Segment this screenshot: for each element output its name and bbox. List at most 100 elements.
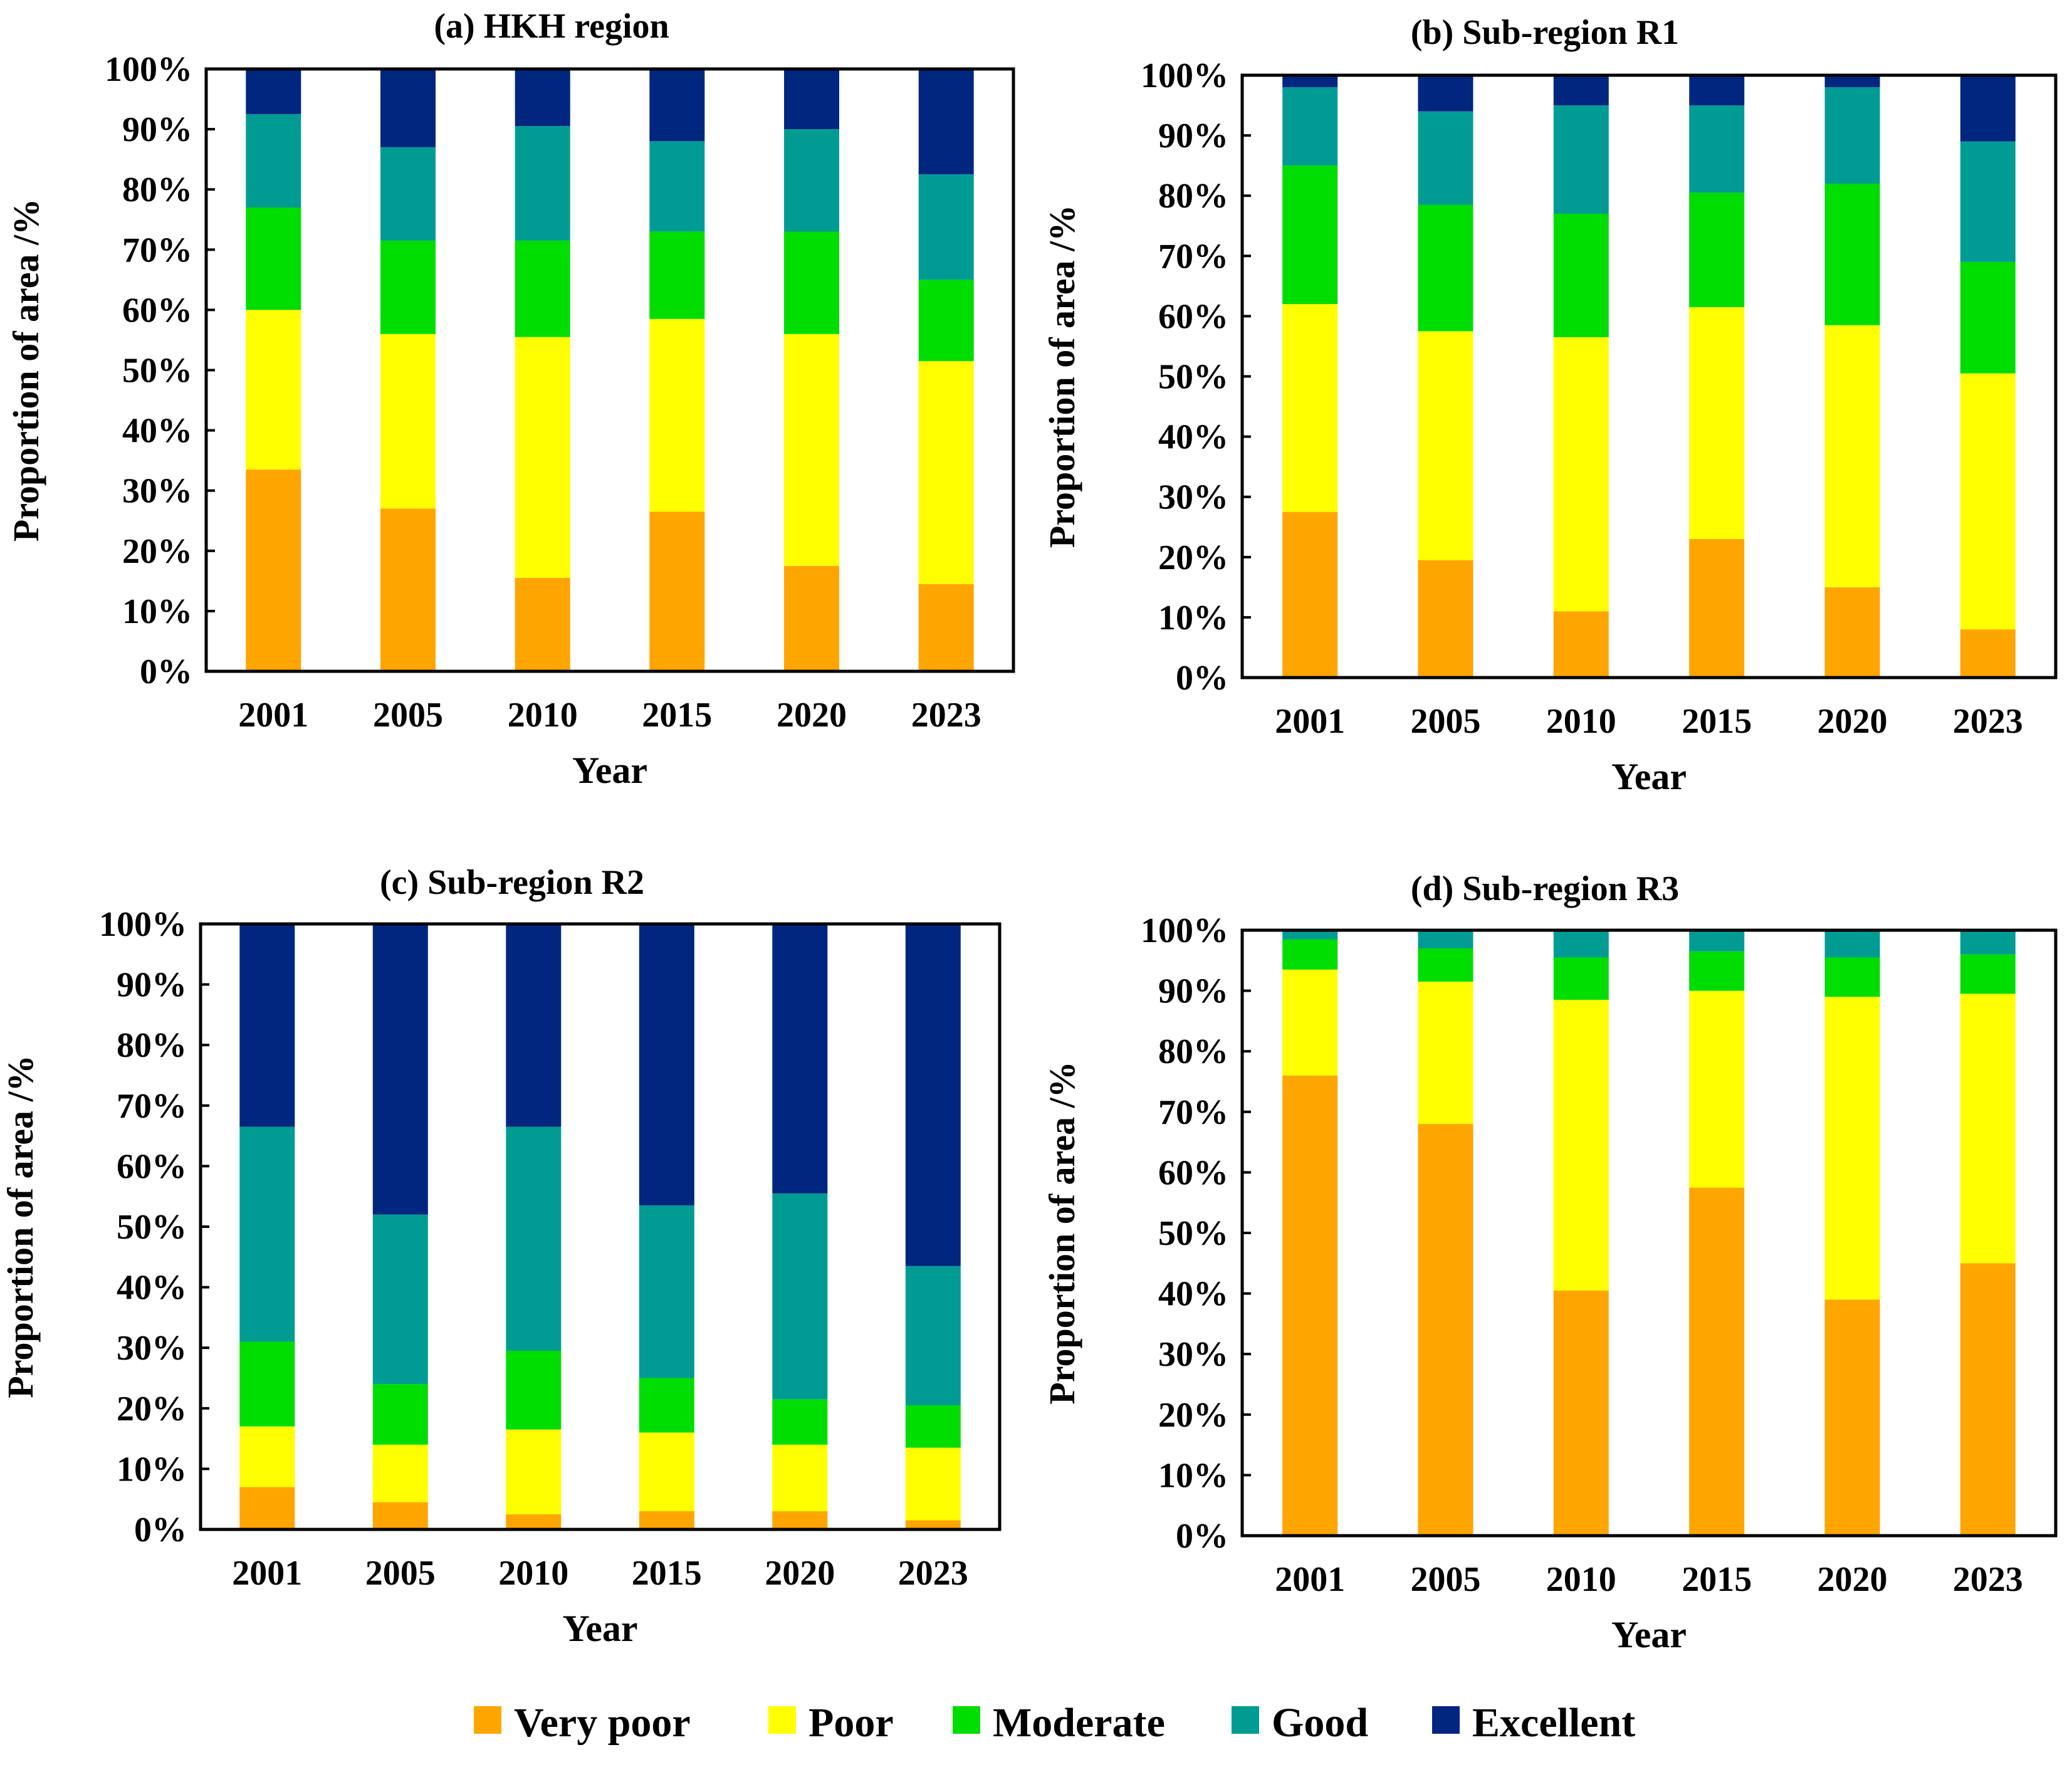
y-tick-label: 10% xyxy=(1158,1456,1228,1495)
x-axis-label: Year xyxy=(563,1608,638,1649)
bar-segment-excellent xyxy=(649,69,705,142)
y-tick-label: 80% xyxy=(117,1026,187,1065)
bar-segment-excellent xyxy=(1282,75,1338,88)
x-tick-label: 2001 xyxy=(232,1554,302,1593)
panel-title: (a) HKH region xyxy=(434,7,669,46)
panel-title: (b) Sub-region R1 xyxy=(1411,13,1679,52)
legend-label-good: Good xyxy=(1272,1700,1368,1746)
bar-segment-very-poor xyxy=(918,584,974,671)
bar-segment-moderate xyxy=(649,231,705,319)
bar-segment-good xyxy=(239,1126,295,1342)
bar-segment-excellent xyxy=(246,69,301,115)
y-tick-label: 50% xyxy=(122,352,192,391)
bar-segment-good xyxy=(515,126,570,241)
bar-segment-moderate xyxy=(905,1405,961,1448)
bar-segment-very-poor xyxy=(905,1520,961,1529)
y-tick-label: 10% xyxy=(122,592,192,631)
x-tick-label: 2005 xyxy=(1411,702,1481,741)
bar-segment-poor xyxy=(380,333,436,509)
chart-panel-3: (c) Sub-region R2 2001 2005 2010 2015 2020 202… xyxy=(0,863,1002,1649)
bar-segment-very-poor xyxy=(1824,587,1880,678)
bar-segment-moderate xyxy=(1553,957,1609,1000)
bar-segment-excellent xyxy=(918,69,974,175)
bar-segment-very-poor xyxy=(1282,511,1338,678)
x-tick-label: 2005 xyxy=(1411,1560,1481,1599)
legend: Very poor Poor Moderate Good Excellent xyxy=(474,1700,1635,1746)
bar-segment-moderate xyxy=(380,240,436,334)
bar-segment-moderate xyxy=(1689,951,1745,991)
y-tick-label: 40% xyxy=(117,1269,187,1308)
y-tick-label: 20% xyxy=(1158,1396,1228,1435)
y-tick-label: 20% xyxy=(117,1390,187,1429)
y-axis-label: Proportion of area /% xyxy=(1042,205,1082,548)
y-tick-label: 100% xyxy=(105,50,192,89)
bar-segment-moderate xyxy=(506,1351,562,1430)
legend-swatch-very-poor xyxy=(474,1706,501,1734)
bar-segment-poor xyxy=(639,1432,694,1511)
y-tick-label: 50% xyxy=(1158,1214,1228,1253)
bar-segment-poor xyxy=(1824,325,1880,587)
bar-segment-poor xyxy=(1824,997,1880,1300)
y-tick-label: 20% xyxy=(122,532,192,571)
bar-segment-excellent xyxy=(506,924,562,1127)
bar-segment-moderate xyxy=(639,1378,694,1433)
y-axis-label: Proportion of area /% xyxy=(6,199,46,542)
x-tick-label: 2010 xyxy=(1546,702,1616,741)
y-tick-label: 10% xyxy=(1158,599,1228,637)
bar-segment-moderate xyxy=(1282,939,1338,970)
bar-segment-very-poor xyxy=(1824,1299,1880,1536)
bar-segment-very-poor xyxy=(784,565,839,671)
y-tick-label: 80% xyxy=(1158,177,1228,216)
x-tick-label: 2005 xyxy=(365,1554,436,1593)
bar-segment-very-poor xyxy=(246,469,301,671)
y-tick-label: 30% xyxy=(1158,1335,1228,1374)
y-tick-label: 10% xyxy=(117,1450,187,1489)
bar-segment-poor xyxy=(1689,307,1745,539)
y-tick-label: 100% xyxy=(1141,56,1228,95)
x-tick-label: 2001 xyxy=(1275,702,1345,741)
x-axis-label: Year xyxy=(572,750,647,791)
legend-swatch-poor xyxy=(768,1706,796,1734)
bar-segment-very-poor xyxy=(1960,1263,2016,1536)
bar-segment-poor xyxy=(1553,337,1609,612)
y-tick-label: 50% xyxy=(1158,358,1228,397)
bar-segment-good xyxy=(918,174,974,280)
bar-segment-excellent xyxy=(515,69,570,127)
bar-segment-good xyxy=(1418,111,1473,205)
bar-segment-excellent xyxy=(239,924,295,1127)
bar-segment-very-poor xyxy=(1418,560,1473,678)
bar-segment-moderate xyxy=(1960,954,2016,994)
bar-segment-poor xyxy=(515,337,570,578)
x-tick-label: 2015 xyxy=(642,696,712,735)
bar-segment-very-poor xyxy=(639,1511,694,1529)
bar-segment-good xyxy=(639,1205,694,1378)
bar-segment-good xyxy=(784,129,839,232)
y-tick-label: 60% xyxy=(1158,297,1228,336)
bar-segment-moderate xyxy=(772,1399,828,1445)
bar-segment-excellent xyxy=(639,924,694,1206)
bar-segment-moderate xyxy=(1824,957,1880,997)
bar-segment-excellent xyxy=(1824,75,1880,88)
bar-segment-very-poor xyxy=(380,508,436,671)
panel-title: (d) Sub-region R3 xyxy=(1411,869,1679,908)
bar-segment-good xyxy=(1824,930,1880,958)
y-tick-label: 0% xyxy=(140,653,192,691)
y-tick-label: 40% xyxy=(1158,1275,1228,1314)
legend-label-excellent: Excellent xyxy=(1472,1700,1635,1746)
bar-segment-excellent xyxy=(380,69,436,147)
x-tick-label: 2001 xyxy=(238,696,308,735)
y-tick-label: 0% xyxy=(1176,659,1228,698)
bar-segment-poor xyxy=(506,1429,562,1514)
bar-segment-good xyxy=(772,1193,828,1400)
y-tick-label: 80% xyxy=(1158,1032,1228,1071)
y-tick-label: 40% xyxy=(122,412,192,451)
bar-segment-good xyxy=(246,114,301,208)
bar-segment-poor xyxy=(1960,993,2016,1264)
bar-segment-moderate xyxy=(784,231,839,334)
bar-segment-poor xyxy=(246,310,301,470)
y-tick-label: 40% xyxy=(1158,418,1228,457)
bar-segment-very-poor xyxy=(515,578,570,671)
bar-segment-good xyxy=(1960,141,2016,262)
y-tick-label: 30% xyxy=(122,472,192,511)
